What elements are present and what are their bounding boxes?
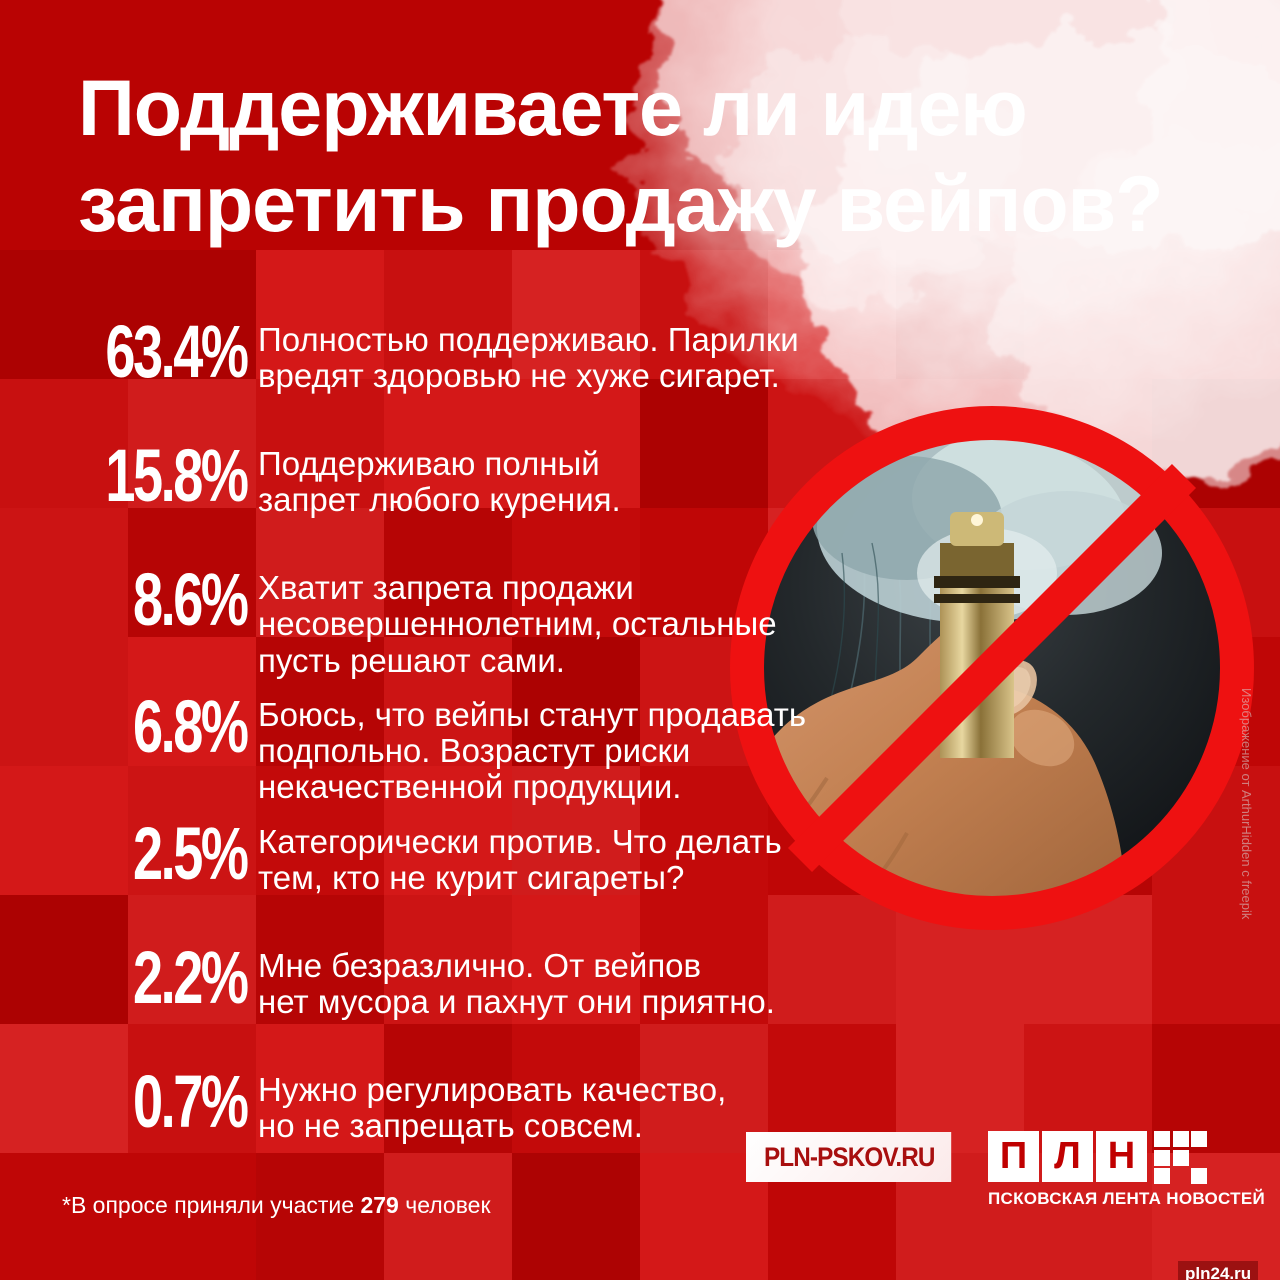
svg-text:Изображение от ArthurHidden с: Изображение от ArthurHidden с freepik	[1239, 688, 1254, 920]
